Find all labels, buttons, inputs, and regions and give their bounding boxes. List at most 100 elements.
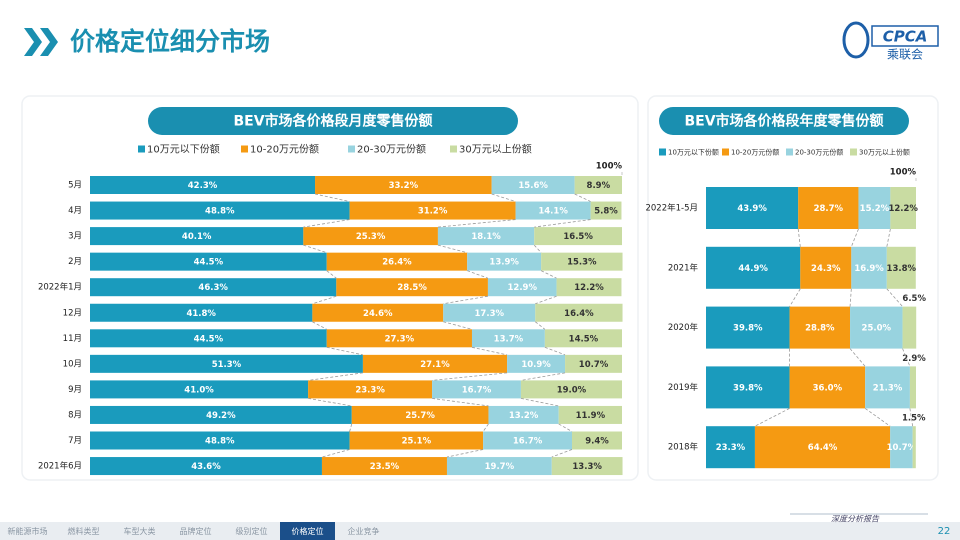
footer-tab-label[interactable]: 价格定位 [292,526,324,536]
bar-segment [90,227,304,246]
value-label: 25.0% [862,324,892,334]
footer-tab-label[interactable]: 品牌定位 [180,526,212,536]
footer-tab[interactable] [112,522,167,540]
chart-title-bg [148,107,518,135]
value-label: 18.1% [471,232,501,242]
bar-segment [90,405,352,424]
bar-segment [706,366,790,409]
bar-segment [886,246,916,289]
connector [754,408,790,427]
connector [850,228,859,247]
value-label: 12.2% [574,283,604,293]
value-label: 12.2% [888,204,918,214]
value-label: 31.2% [418,207,448,217]
value-label: 23.3% [716,443,746,453]
value-label: 44.5% [194,334,224,344]
connector [432,372,508,381]
footer-tab[interactable] [280,522,335,540]
value-label: 5.8% [594,207,618,217]
bar-segment [565,354,622,373]
footer-tab[interactable] [168,522,223,540]
category-label: 7月 [68,436,82,446]
category-label: 3月 [68,232,82,242]
bar-segment [90,354,363,373]
connector [314,193,350,202]
footer-tab-label[interactable]: 车型大类 [124,526,156,536]
chart-title-bg [659,107,909,135]
value-label: 28.7% [814,204,844,214]
connector [308,398,352,407]
footer: 深度分析报告 22 新能源市场 燃料类型 车型大类 品牌定位 级别定位 价格定位 企业竞争 [0,513,960,540]
legend-label: 20-30万元份额 [357,143,426,156]
connector [797,228,801,247]
footer-tab[interactable] [336,522,391,540]
connector [534,219,591,228]
footer-tab[interactable] [0,522,55,540]
value-label: 16.9% [854,264,884,274]
bar-segment [507,354,566,373]
connector [849,348,866,367]
bar-segment [312,303,444,322]
connector [902,348,911,367]
footer-tab[interactable] [56,522,111,540]
value-label: 41.0% [184,385,214,395]
bar-segment [90,431,350,450]
value-label: 27.1% [420,360,450,370]
bar-segment [443,303,536,322]
bar-segment [520,380,622,399]
bar-segment [535,303,623,322]
value-label: 23.3% [355,385,385,395]
category-label: 11月 [63,334,82,344]
connector [574,193,591,202]
x-tick-label: 100% [890,168,917,178]
value-label: 42.3% [188,181,218,191]
connector [443,295,489,305]
bar-segment [556,278,622,297]
value-label: 23.5% [370,462,400,472]
value-label: 25.1% [402,437,432,447]
footer-tab[interactable] [224,522,279,540]
value-label: 17.3% [475,309,505,319]
footer-tab-label[interactable]: 级别定位 [236,526,268,536]
connector [533,244,542,253]
connector [303,219,350,228]
value-label: 2.9% [902,354,926,364]
value-label: 39.8% [733,324,763,334]
legend-swatch [722,148,729,156]
bar-segment [467,252,542,271]
value-label: 28.8% [805,324,835,334]
category-label: 2020年 [668,322,699,333]
value-label: 41.8% [186,309,216,319]
value-label: 14.1% [538,207,568,217]
connector [909,408,914,427]
value-label: 16.7% [462,385,492,395]
value-label: 25.7% [405,411,435,421]
bar-segment [890,426,913,469]
bar-segment [90,457,322,476]
value-label: 10.7% [887,443,917,453]
value-label: 40.1% [182,232,212,242]
bar-segment [706,246,801,289]
category-label: 8月 [68,410,82,420]
connector [520,372,566,381]
bar-segment [471,329,545,348]
value-label: 51.3% [212,360,242,370]
category-label: 10月 [63,359,82,369]
bar-segment [902,306,917,349]
connector [471,346,508,356]
footer-tab-label[interactable]: 企业竞争 [348,526,380,536]
value-label: 16.5% [563,232,593,242]
footer-tab-label[interactable]: 新能源市场 [8,526,48,536]
bar-segment [800,246,852,289]
bar-segment [326,252,468,271]
footer-tab-label[interactable]: 燃料类型 [68,526,100,536]
value-label: 28.5% [397,283,427,293]
logo-box [871,25,939,47]
bar-segment [90,329,327,348]
value-label: 44.5% [194,258,224,268]
bar-segment [351,405,489,424]
category-label: 12月 [63,308,82,318]
category-label: 2022年1-5月 [645,203,698,214]
connector [520,398,559,407]
